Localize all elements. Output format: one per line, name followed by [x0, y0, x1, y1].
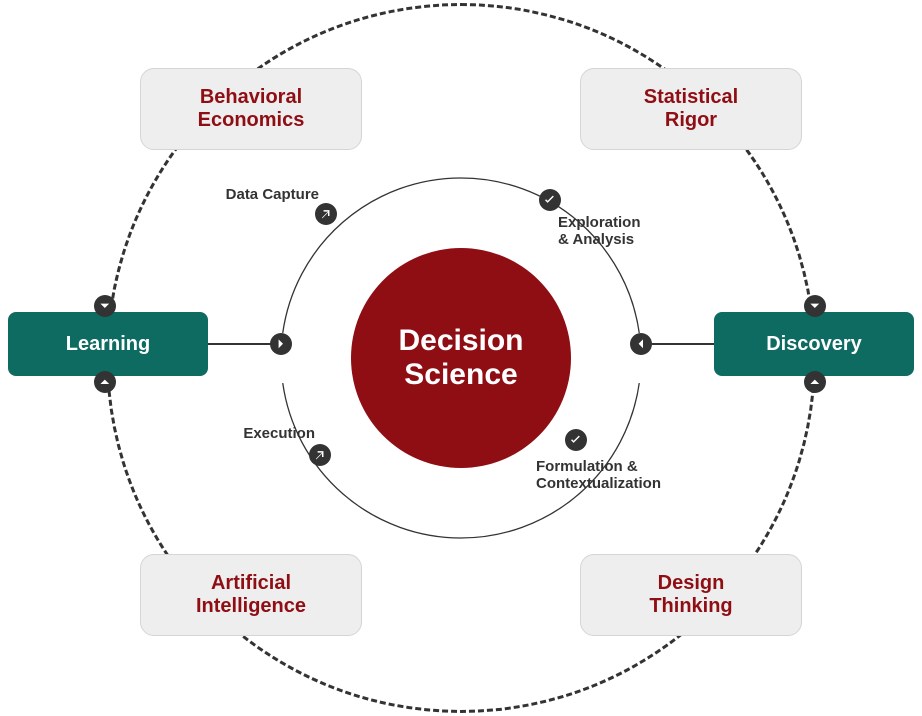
discipline-label: Statistical Rigor	[644, 86, 738, 132]
dot-inner-left	[270, 333, 292, 355]
down-icon	[806, 297, 824, 315]
inner-label-execution: Execution	[243, 425, 315, 442]
dot-data-capture	[315, 203, 337, 225]
inner-label-exploration-analysis: Exploration & Analysis	[558, 214, 641, 248]
check-icon	[541, 191, 559, 209]
up-right-icon	[317, 205, 335, 223]
check-icon	[567, 431, 585, 449]
discipline-box-statistical-rigor: Statistical Rigor	[580, 68, 802, 150]
discipline-label: Artificial Intelligence	[196, 572, 306, 618]
discipline-label: Behavioral Economics	[198, 86, 305, 132]
lifecycle-box-discovery: Discovery	[714, 312, 914, 376]
dot-discovery-bottom	[804, 371, 826, 393]
discipline-box-design-thinking: Design Thinking	[580, 554, 802, 636]
left-icon	[632, 335, 650, 353]
up-icon	[96, 373, 114, 391]
dot-execution	[309, 444, 331, 466]
diagram-stage: Decision Science Behavioral Economics Stat…	[0, 0, 922, 716]
right-icon	[272, 335, 290, 353]
discipline-box-artificial-intelligence: Artificial Intelligence	[140, 554, 362, 636]
up-icon	[806, 373, 824, 391]
inner-label-formulation-contextualization: Formulation & Contextualization	[536, 458, 661, 492]
center-label: Decision Science	[351, 324, 571, 393]
lifecycle-box-learning: Learning	[8, 312, 208, 376]
dot-inner-right	[630, 333, 652, 355]
discipline-box-behavioral-economics: Behavioral Economics	[140, 68, 362, 150]
discipline-label: Design Thinking	[649, 572, 732, 618]
inner-label-data-capture: Data Capture	[226, 186, 319, 203]
dot-learning-top	[94, 295, 116, 317]
lifecycle-label: Learning	[66, 333, 150, 356]
dot-formulation	[565, 429, 587, 451]
dot-exploration	[539, 189, 561, 211]
lifecycle-label: Discovery	[766, 333, 862, 356]
down-icon	[96, 297, 114, 315]
up-right-icon	[311, 446, 329, 464]
center-circle: Decision Science	[351, 248, 571, 468]
dot-learning-bottom	[94, 371, 116, 393]
dot-discovery-top	[804, 295, 826, 317]
